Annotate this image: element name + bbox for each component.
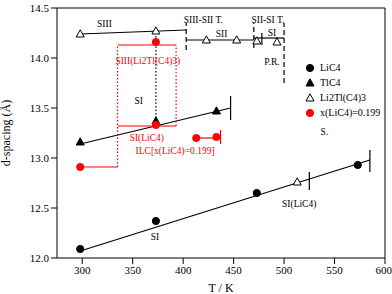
svg-text:300: 300 [74, 264, 91, 276]
svg-text:13.5: 13.5 [30, 102, 50, 114]
svg-text:SIII: SIII [97, 19, 112, 29]
svg-text:350: 350 [124, 264, 141, 276]
svg-text:S.: S. [321, 127, 329, 137]
svg-text:d-spacing (Å): d-spacing (Å) [8, 100, 13, 166]
svg-text:12.5: 12.5 [30, 202, 50, 214]
svg-text:13.0: 13.0 [30, 152, 50, 164]
svg-text:14.5: 14.5 [30, 2, 50, 14]
svg-text:500: 500 [276, 264, 293, 276]
html-text:LiC4: LiC4 [320, 62, 341, 73]
svg-text:SI: SI [151, 232, 159, 242]
html-text:TlC4: TlC4 [320, 77, 341, 88]
svg-text:SII-SI T.: SII-SI T. [251, 15, 284, 25]
svg-text:SI(LiC4): SI(LiC4) [130, 133, 164, 144]
svg-text:SI(LiC4): SI(LiC4) [282, 199, 316, 210]
svg-text:SIII(Li2Tl(C4)3): SIII(Li2Tl(C4)3) [115, 56, 180, 67]
svg-text:12.0: 12.0 [30, 252, 50, 264]
svg-text:T / K: T / K [208, 281, 233, 294]
svg-text:SIII-SII T.: SIII-SII T. [184, 15, 223, 25]
svg-text:450: 450 [225, 264, 242, 276]
html-text:Li2Tl(C4)3: Li2Tl(C4)3 [320, 92, 367, 103]
svg-text:14.0: 14.0 [30, 52, 50, 64]
svg-text:SII: SII [216, 29, 228, 39]
svg-text:550: 550 [326, 264, 343, 276]
svg-text:SI: SI [135, 96, 143, 106]
svg-text:P.R.: P.R. [264, 57, 279, 67]
html-text:x(LiC4)=0.199: x(LiC4)=0.199 [320, 107, 381, 118]
svg-text:600: 600 [376, 264, 385, 276]
svg-text:ILC[x(LiC4)=0.199]: ILC[x(LiC4)=0.199] [136, 146, 215, 157]
svg-text:400: 400 [175, 264, 192, 276]
svg-text:SI: SI [268, 28, 276, 38]
